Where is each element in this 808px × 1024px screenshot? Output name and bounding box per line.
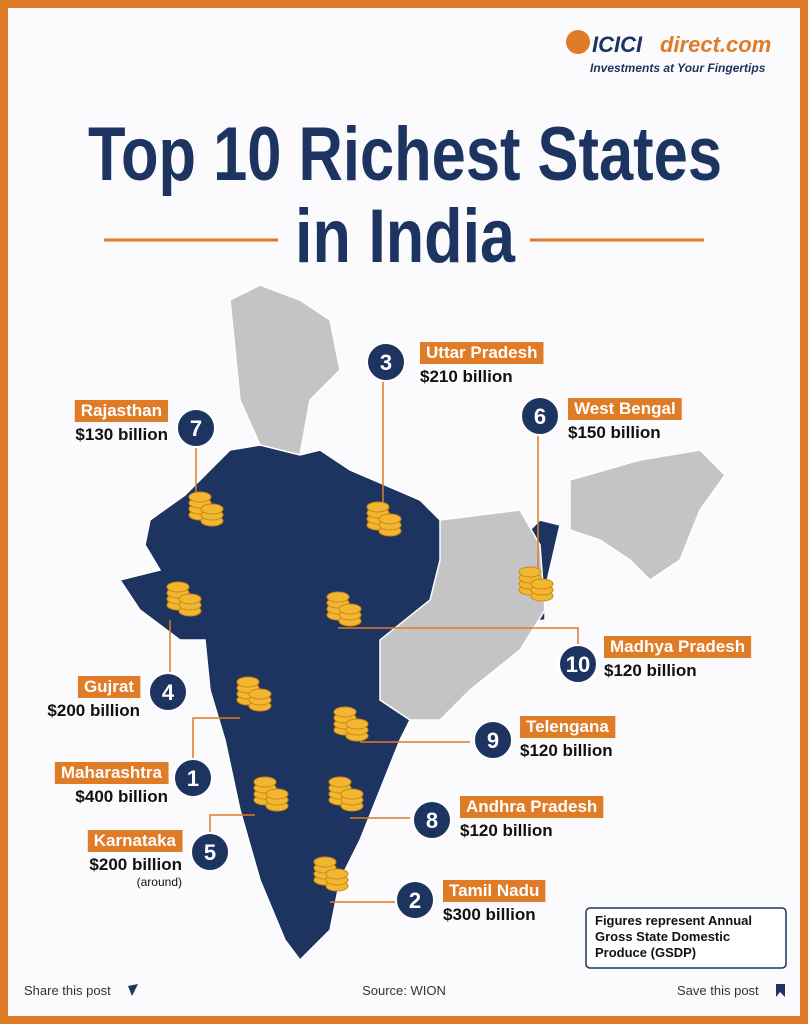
coin (236, 676, 260, 688)
rank-badge (520, 396, 560, 436)
brand-logo (566, 30, 590, 54)
rank-number: 7 (190, 416, 202, 441)
rank-badge (176, 408, 216, 448)
rank-number: 6 (534, 404, 546, 429)
state-name: Telengana (526, 717, 609, 736)
leader-lines (169, 380, 579, 903)
source: Source: WION (362, 983, 446, 998)
note-box (585, 907, 787, 969)
coin (328, 776, 352, 788)
brand-suffix: direct.com (660, 32, 771, 57)
rank-number: 10 (566, 652, 590, 677)
state-value: $120 billion (604, 661, 697, 680)
state-name: Maharashtra (61, 763, 163, 782)
state-name-box (420, 342, 544, 364)
state-name: West Bengal (574, 399, 676, 418)
coin (325, 868, 349, 880)
state-name: Tamil Nadu (449, 881, 539, 900)
state-labels: Uttar Pradesh $210 billion 3 Rajasthan $130 … (47, 342, 752, 924)
state-value: $400 billion (75, 787, 168, 806)
note: Gross State Domestic (595, 929, 730, 944)
coin (248, 688, 272, 700)
title: in India (295, 194, 516, 279)
state-name: Madhya Pradesh (610, 637, 745, 656)
state-name-box (54, 762, 169, 784)
state-value: $150 billion (568, 423, 661, 442)
rank-badge (473, 720, 513, 760)
state-name-box (460, 796, 604, 818)
share-icon[interactable] (128, 984, 138, 996)
title: Top 10 Richest States (88, 112, 722, 197)
state-value: $300 billion (443, 905, 536, 924)
coin (188, 491, 212, 503)
rank-badge (412, 800, 452, 840)
map-region (229, 284, 341, 456)
state-name: Andhra Pradesh (466, 797, 597, 816)
coin (166, 581, 190, 593)
coin (333, 706, 357, 718)
rank-number: 4 (162, 680, 175, 705)
coins (166, 491, 554, 892)
state-value: $200 billion (89, 855, 182, 874)
rank-number: 1 (187, 766, 199, 791)
coin (366, 501, 390, 513)
note: Figures represent Annual (595, 913, 752, 928)
map (118, 284, 726, 962)
state-value: $120 billion (520, 741, 613, 760)
rank-badge (148, 672, 188, 712)
save-icon[interactable] (776, 984, 785, 997)
state-note: (around) (137, 875, 182, 889)
state-name-box (87, 830, 183, 852)
rank-number: 3 (380, 350, 392, 375)
coin (518, 566, 542, 578)
state-name-box (74, 400, 168, 422)
state-name: Karnataka (94, 831, 177, 850)
note: Produce (GSDP) (595, 945, 696, 960)
rank-badge (190, 832, 230, 872)
coin (265, 788, 289, 800)
coin (340, 788, 364, 800)
state-name: Gujrat (84, 677, 134, 696)
coin (313, 856, 337, 868)
state-name-box (520, 716, 616, 738)
coin (338, 603, 362, 615)
save-button[interactable]: Save this post (677, 983, 759, 998)
state-name-box (604, 636, 752, 658)
map-region (379, 509, 546, 721)
brand-tagline: Investments at Your Fingertips (590, 61, 766, 75)
coin (530, 578, 554, 590)
rank-badge (395, 880, 435, 920)
coin (200, 503, 224, 515)
state-name: Uttar Pradesh (426, 343, 537, 362)
coin (378, 513, 402, 525)
state-name-box (77, 676, 141, 698)
coin (326, 591, 350, 603)
rank-badge (558, 644, 598, 684)
coin (345, 718, 369, 730)
state-value: $120 billion (460, 821, 553, 840)
rank-badge (173, 758, 213, 798)
coin (253, 776, 277, 788)
rank-number: 8 (426, 808, 438, 833)
brand-name: ICICI (592, 32, 643, 57)
rank-number: 2 (409, 888, 421, 913)
map-region (569, 449, 726, 581)
rank-badge (366, 342, 406, 382)
state-name: Rajasthan (81, 401, 162, 420)
rank-number: 5 (204, 840, 216, 865)
state-value: $200 billion (47, 701, 140, 720)
state-name-box (568, 398, 682, 420)
state-value: $130 billion (75, 425, 168, 444)
share-button[interactable]: Share this post (24, 983, 111, 998)
coin (178, 593, 202, 605)
rank-number: 9 (487, 728, 499, 753)
state-value: $210 billion (420, 367, 513, 386)
state-name-box (443, 880, 546, 902)
